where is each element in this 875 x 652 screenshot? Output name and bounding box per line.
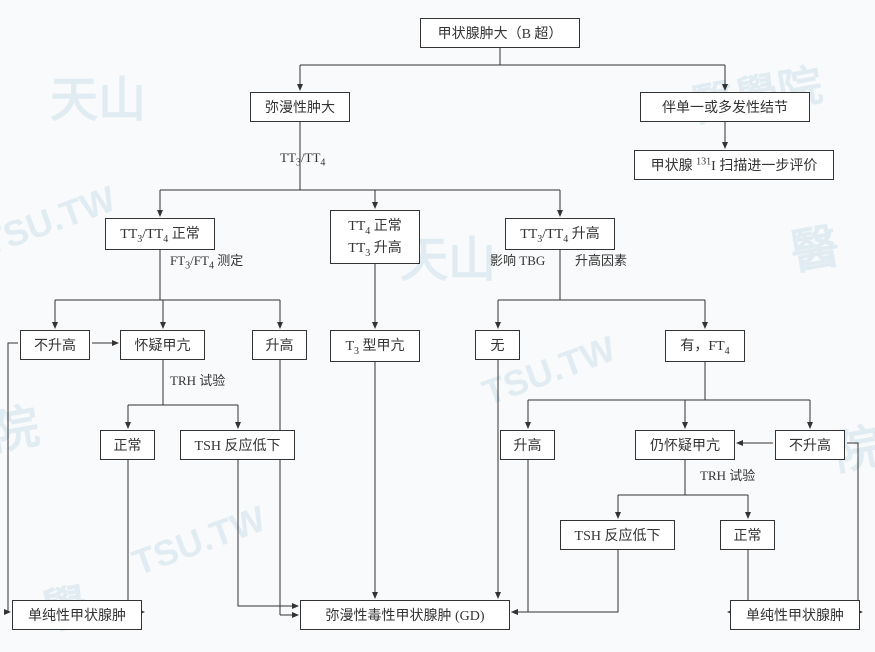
watermark: TSU.TW	[127, 498, 271, 585]
node-tsh-low-1: TSH 反应低下	[180, 430, 295, 460]
node-simple-goiter-2: 单纯性甲状腺肿	[730, 600, 860, 630]
watermark-cn: 天山	[50, 60, 146, 130]
node-normal-2: 正常	[720, 520, 775, 550]
node-diffuse: 弥漫性肿大	[250, 92, 350, 122]
node-gd: 弥漫性毒性甲状腺肿 (GD)	[300, 600, 510, 630]
node-suspect-2: 仍怀疑甲亢	[635, 430, 735, 460]
label-tbg: 影响 TBG	[490, 250, 545, 269]
node-yes-ft4: 有，FT4	[665, 330, 745, 362]
node-tt4n-tt3h: TT4 正常TT3 升高	[330, 210, 420, 264]
label-trh-1: TRH 试验	[170, 370, 225, 389]
label-tbg2: 升高因素	[575, 250, 627, 269]
node-tt-high: TT3/TT4 升高	[505, 218, 615, 250]
node-tt-normal: TT3/TT4 正常	[105, 218, 215, 250]
label-ft3ft4: FT3/FT4 测定	[170, 250, 243, 272]
watermark-cn: 院	[0, 386, 44, 463]
node-rise-2: 升高	[500, 430, 555, 460]
watermark-cn: 醫	[784, 206, 843, 283]
node-no-rise-2: 不升高	[775, 430, 845, 460]
label-tt3tt4: TT3/TT4	[280, 150, 325, 169]
node-t3-type: T3 型甲亢	[330, 330, 420, 362]
node-normal-1: 正常	[100, 430, 155, 460]
node-suspect-hyperthyroid: 怀疑甲亢	[120, 330, 205, 360]
node-rise-1: 升高	[252, 330, 307, 360]
node-i131: 甲状腺 131I 扫描进一步评价	[634, 150, 834, 180]
node-tsh-low-2: TSH 反应低下	[560, 520, 675, 550]
node-nodular: 伴单一或多发性结节	[640, 92, 810, 122]
label-trh-2: TRH 试验	[700, 465, 755, 484]
node-simple-goiter-1: 单纯性甲状腺肿	[12, 600, 142, 630]
watermark: TSU.TW	[0, 178, 121, 265]
node-none: 无	[475, 330, 520, 360]
node-root: 甲状腺肿大（B 超）	[420, 18, 580, 48]
node-no-rise: 不升高	[20, 330, 90, 360]
